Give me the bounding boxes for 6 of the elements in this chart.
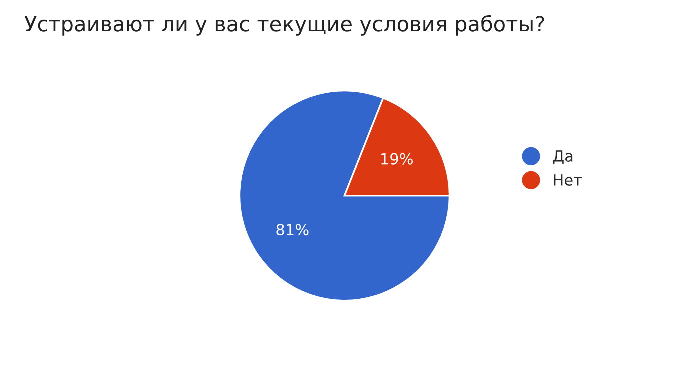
legend-label: Нет <box>554 174 582 186</box>
legend-label: Да <box>553 150 573 164</box>
data-label: 81% <box>276 224 309 236</box>
chart-title: Устраивают ли у вас текущие условия работы? <box>24 15 544 36</box>
data-label: 19% <box>382 153 413 165</box>
pie-slice <box>238 90 451 302</box>
